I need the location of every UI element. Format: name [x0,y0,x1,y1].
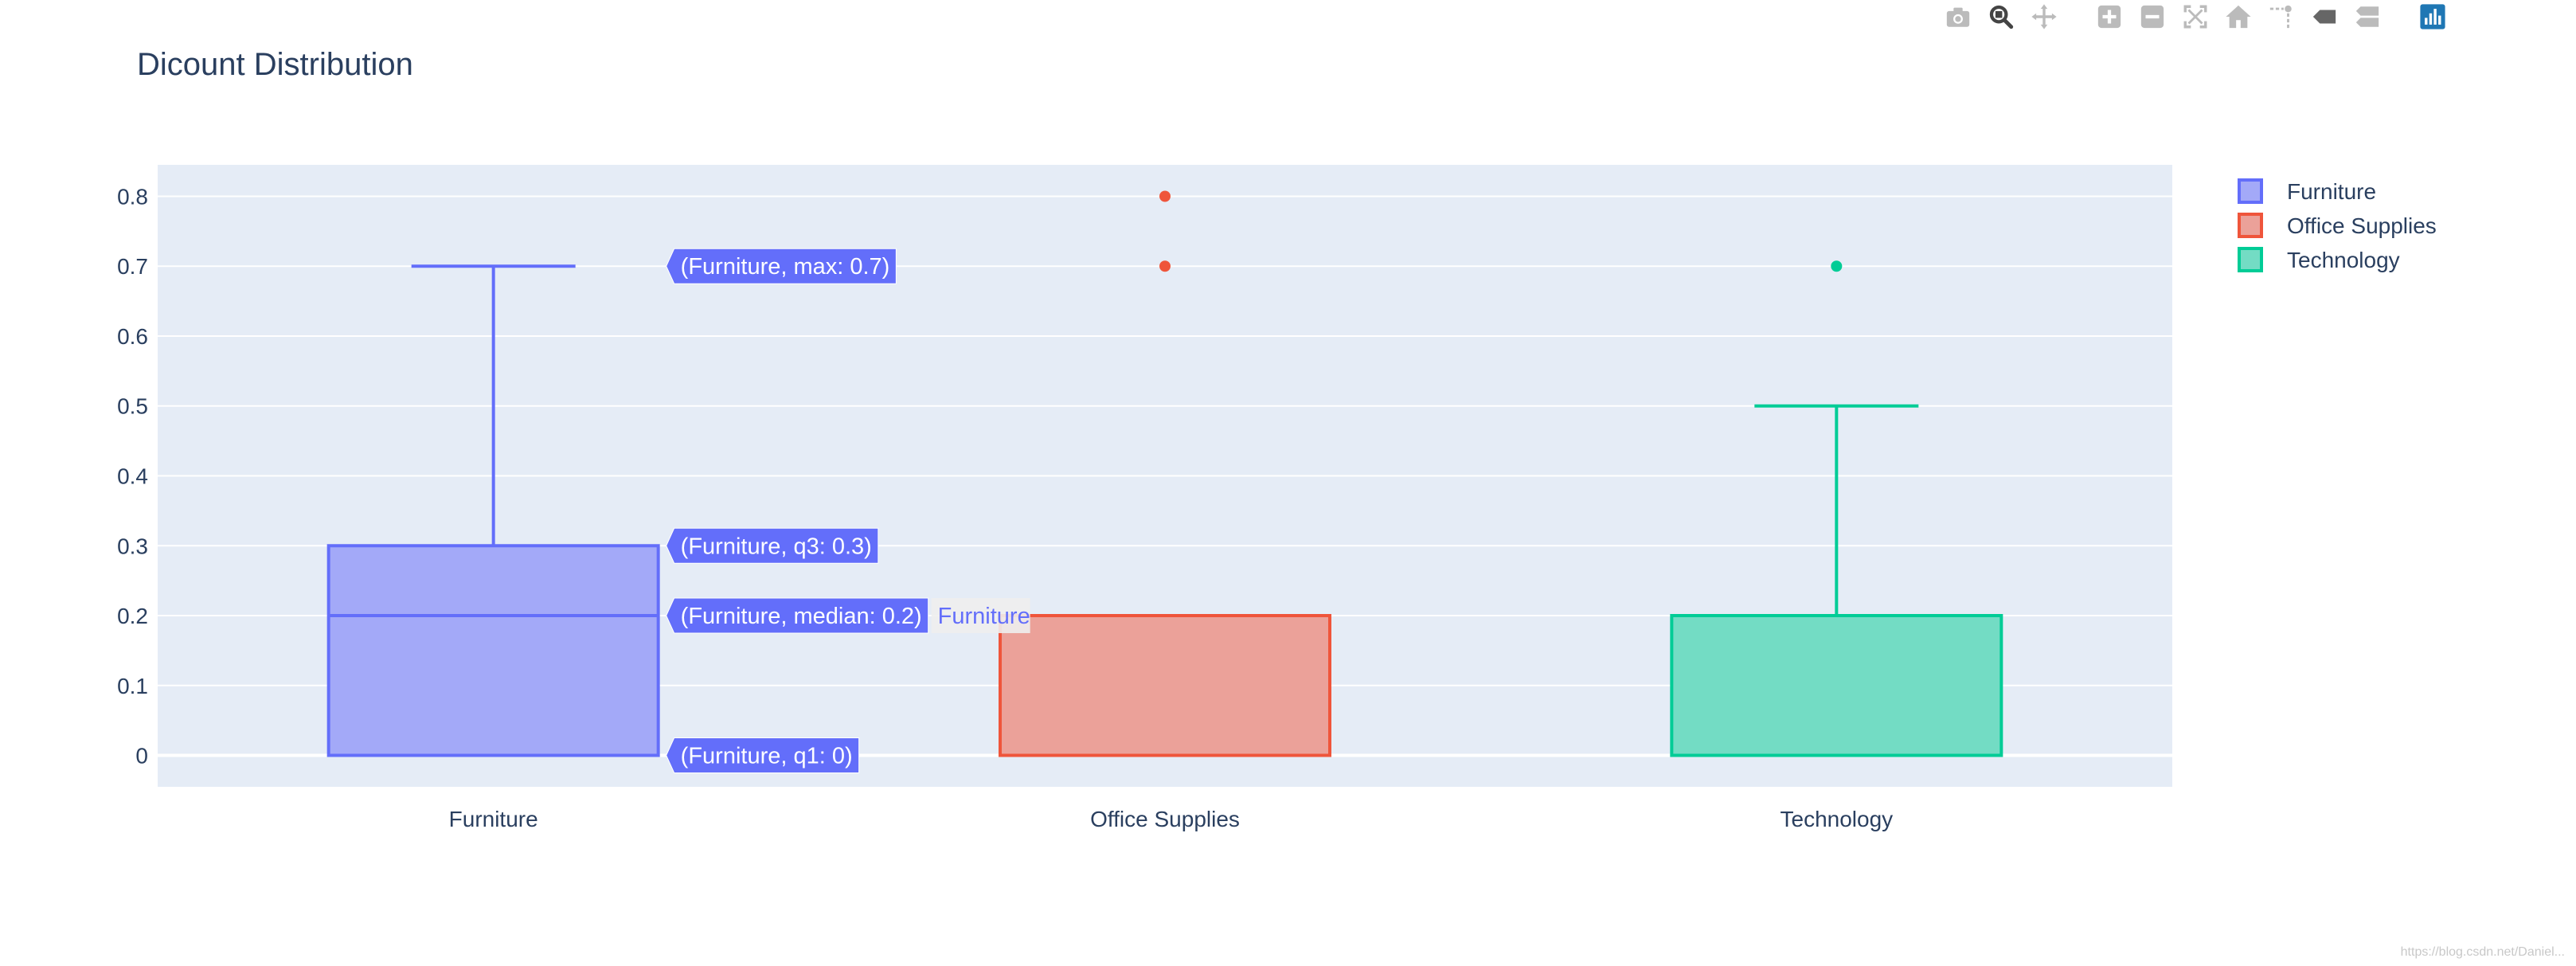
hover-label-box [666,527,879,564]
legend-item-label[interactable]: Office Supplies [2287,213,2437,238]
hover-compare-icon[interactable] [2352,2,2383,32]
box-office-supplies[interactable] [999,614,1331,757]
camera-icon[interactable] [1943,2,1973,32]
hover-label-box [666,597,929,634]
hover-closest-icon[interactable] [2309,2,2340,32]
autoscale-icon[interactable] [2180,2,2211,32]
outlier-point[interactable] [1831,260,1843,272]
zoom-icon[interactable] [1986,2,2016,32]
y-tick-label: 0.8 [117,184,148,209]
hover-label-text: (Furniture, q3: 0.3) [681,534,872,559]
hover-trace-name: Furniture [938,604,1030,629]
y-tick-label: 0.2 [117,604,148,628]
box-technology[interactable] [1670,614,2003,757]
outlier-point[interactable] [1159,260,1171,272]
outlier-point[interactable] [1159,190,1171,202]
hover-label-text: (Furniture, max: 0.7) [681,254,890,280]
y-tick-label: 0 [135,744,148,768]
plotly-logo-icon[interactable] [2418,2,2448,32]
home-icon[interactable] [2223,2,2254,32]
x-tick-label: Office Supplies [1090,807,1240,831]
hover-label-text: (Furniture, median: 0.2) [681,604,922,629]
y-tick-label: 0.1 [117,674,148,698]
hover-label-text: (Furniture, q1: 0) [681,744,853,769]
legend-swatch[interactable] [2238,247,2263,272]
legend-item-label[interactable]: Technology [2287,248,2400,272]
spike-lines-icon[interactable] [2266,2,2297,32]
y-tick-label: 0.5 [117,394,148,419]
zoom-in-icon[interactable] [2094,2,2125,32]
y-tick-label: 0.6 [117,324,148,349]
legend-swatch[interactable] [2238,213,2263,238]
box-furniture[interactable] [326,544,660,757]
y-tick-label: 0.3 [117,534,148,558]
hover-label-box [666,248,897,284]
zoom-out-icon[interactable] [2137,2,2168,32]
x-tick-label: Technology [1781,807,1894,831]
x-tick-label: Furniture [449,807,538,831]
hover-trace-name-box [931,598,1030,634]
watermark: https://blog.csdn.net/Daniel... [2400,945,2565,959]
chart-title: Dicount Distribution [137,47,413,82]
modebar [1943,0,2461,33]
y-tick-label: 0.7 [117,254,148,279]
hover-label-box [666,737,860,774]
legend-swatch[interactable] [2238,178,2263,204]
y-tick-label: 0.4 [117,464,148,489]
legend-item-label[interactable]: Furniture [2287,179,2376,204]
pan-icon[interactable] [2029,2,2059,32]
